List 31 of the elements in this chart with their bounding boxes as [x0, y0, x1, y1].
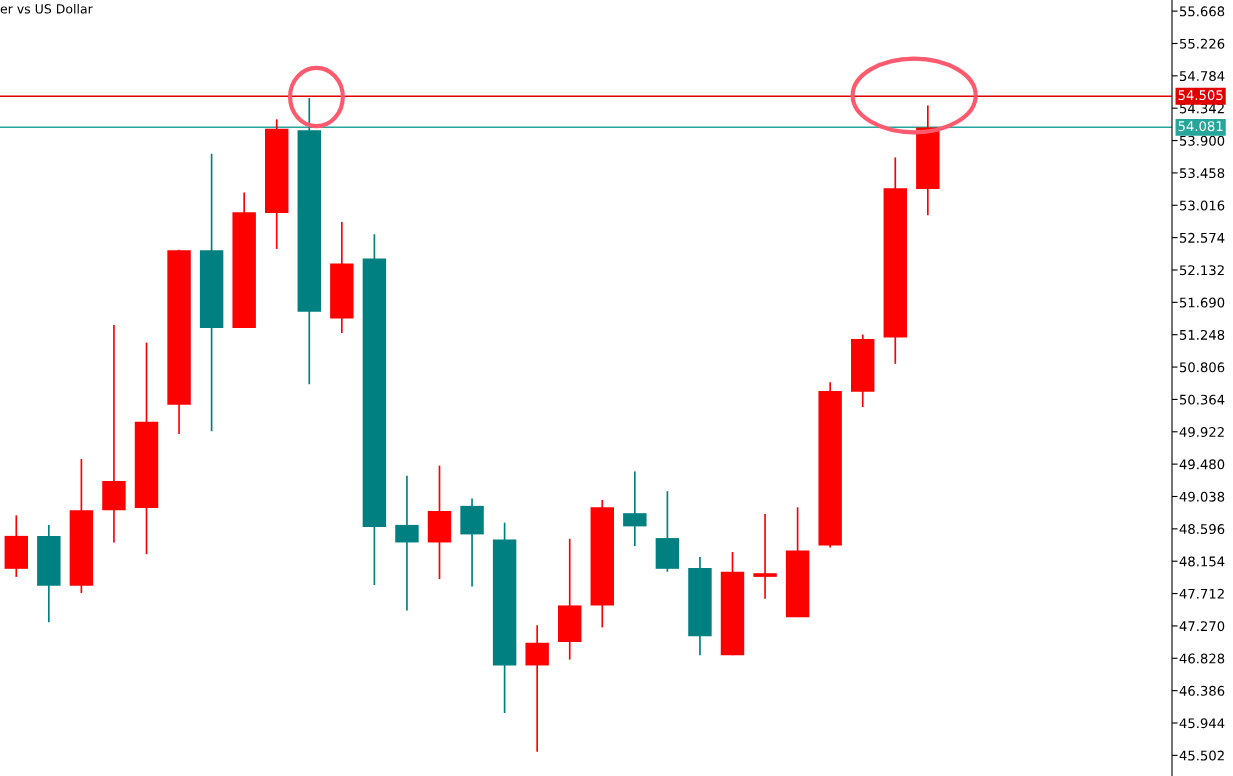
candlestick: [623, 470, 647, 547]
y-tick-label: 51.248: [1179, 329, 1225, 340]
ref-line-label: 54.505: [1178, 90, 1223, 101]
y-tick-label: 50.806: [1179, 362, 1225, 373]
y-tick-label: 49.038: [1179, 491, 1225, 502]
y-tick-label: 51.690: [1179, 297, 1225, 308]
y-tick-label: 55.668: [1179, 6, 1225, 17]
y-tick-label: 49.922: [1179, 427, 1224, 437]
y-tick-label: 54.342: [1179, 103, 1224, 114]
ref-line-label: 54.081: [1178, 121, 1223, 132]
y-tick-label: 50.364: [1179, 394, 1225, 405]
y-tick-label: 46.386: [1179, 685, 1225, 696]
y-tick-label: 53.900: [1179, 135, 1225, 146]
y-tick-label: 52.574: [1179, 232, 1225, 243]
y-tick-label: 52.132: [1179, 265, 1224, 276]
candlestick: [395, 475, 419, 612]
y-tick-label: 47.712: [1179, 588, 1224, 599]
y-tick-label: 53.458: [1179, 168, 1225, 179]
candlestick: [525, 624, 549, 753]
y-tick-label: 45.944: [1179, 718, 1225, 729]
y-tick-label: 46.828: [1179, 653, 1225, 664]
y-tick-label: 45.502: [1179, 750, 1224, 761]
candlestick: [753, 513, 777, 600]
y-tick-label: 55.226: [1179, 38, 1225, 49]
y-tick-label: 54.784: [1179, 71, 1225, 82]
y-tick-label: 53.016: [1179, 200, 1225, 211]
chart-title: er vs US Dollar: [0, 3, 93, 14]
y-tick-label: 49.480: [1179, 459, 1225, 470]
y-tick-label: 48.596: [1179, 524, 1225, 535]
y-tick-label: 47.270: [1179, 621, 1225, 632]
y-tick-label: 48.154: [1179, 556, 1225, 567]
